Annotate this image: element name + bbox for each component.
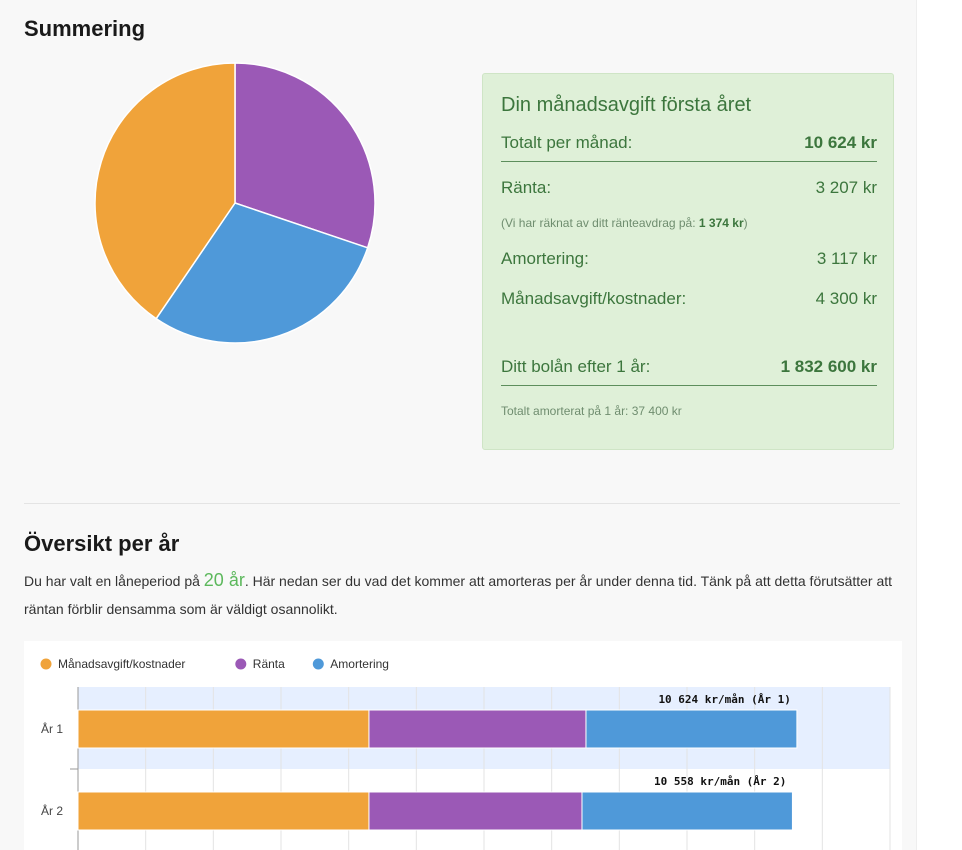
interest-deduction-note: (Vi har räknat av ditt ränteavdrag på: 1…	[501, 216, 748, 230]
total-amortized-note: Totalt amorterat på 1 år: 37 400 kr	[501, 404, 682, 418]
interest-row: Ränta: 3 207 kr	[501, 178, 877, 198]
pie-slice-ranta	[234, 62, 376, 249]
bar-segment-amortering[interactable]	[581, 791, 793, 831]
fees-row: Månadsavgift/kostnader: 4 300 kr	[501, 289, 877, 309]
amortization-row: Amortering: 3 117 kr	[501, 249, 877, 269]
pie-slice-manadsavgift-kostnader	[94, 62, 236, 320]
total-per-month-label: Totalt per månad:	[501, 133, 633, 152]
total-per-month-row: Totalt per månad: 10 624 kr	[501, 133, 877, 153]
bar-segment-manadsavgift-kostnader[interactable]	[77, 791, 370, 831]
legend-label: Amortering	[330, 657, 389, 671]
fees-value: 4 300 kr	[815, 289, 877, 308]
interest-label: Ränta:	[501, 178, 552, 197]
legend-swatch	[40, 658, 52, 670]
summary-box-title: Din månadsavgift första året	[501, 94, 752, 116]
loan-after-row: Ditt bolån efter 1 år: 1 832 600 kr	[501, 357, 877, 377]
total-divider	[501, 161, 877, 162]
loan-after-label: Ditt bolån efter 1 år:	[501, 357, 651, 376]
bar-total-label: 10 624 kr/mån (År 1)	[658, 693, 790, 706]
bar-total-label: 10 558 kr/mån (År 2)	[654, 775, 786, 788]
yearly-overview-chart: Månadsavgift/kostnader Ränta Amortering År …	[24, 641, 902, 850]
summary-heading: Summering	[24, 16, 146, 41]
summary-panel: Summering Din månadsavgift första året T…	[24, 16, 902, 850]
legend-swatch	[312, 658, 324, 670]
total-per-month-value: 10 624 kr	[804, 133, 877, 152]
category-label: År 1	[41, 721, 63, 736]
amortization-value: 3 117 kr	[816, 249, 877, 268]
overview-heading: Översikt per år	[24, 531, 180, 556]
category-label: År 2	[41, 803, 63, 818]
amortization-label: Amortering:	[501, 249, 589, 268]
cost-pie-chart	[94, 62, 376, 344]
legend-label: Månadsavgift/kostnader	[58, 657, 185, 671]
legend-swatch	[235, 658, 247, 670]
bar-segment-manadsavgift-kostnader[interactable]	[77, 709, 370, 749]
legend-label: Ränta	[253, 657, 285, 671]
pie-slice-amortering	[155, 202, 369, 344]
interest-value: 3 207 kr	[815, 178, 877, 197]
yearly-stacked-bar-chart: Månadsavgift/kostnader Ränta Amortering År …	[40, 657, 891, 850]
fees-label: Månadsavgift/kostnader:	[501, 289, 687, 308]
loan-divider	[501, 385, 877, 386]
loan-after-value: 1 832 600 kr	[780, 357, 877, 376]
legend-item-amortering[interactable]: Amortering	[312, 657, 389, 671]
monthly-cost-summary-box: Din månadsavgift första året Totalt per …	[482, 73, 894, 450]
bar-segment-ranta[interactable]	[368, 791, 583, 831]
section-divider	[24, 503, 900, 504]
overview-intro: Du har valt en låneperiod på 20 år. Här …	[24, 570, 893, 617]
bar-segment-amortering[interactable]	[585, 709, 798, 749]
interest-deduction-value: 1 374 kr	[698, 216, 744, 230]
bar-segment-ranta[interactable]	[368, 709, 587, 749]
legend-item-manadsavgift-kostnader[interactable]: Månadsavgift/kostnader	[40, 657, 186, 671]
loan-period-years: 20 år	[203, 570, 245, 590]
legend-item-ranta[interactable]: Ränta	[235, 657, 285, 671]
